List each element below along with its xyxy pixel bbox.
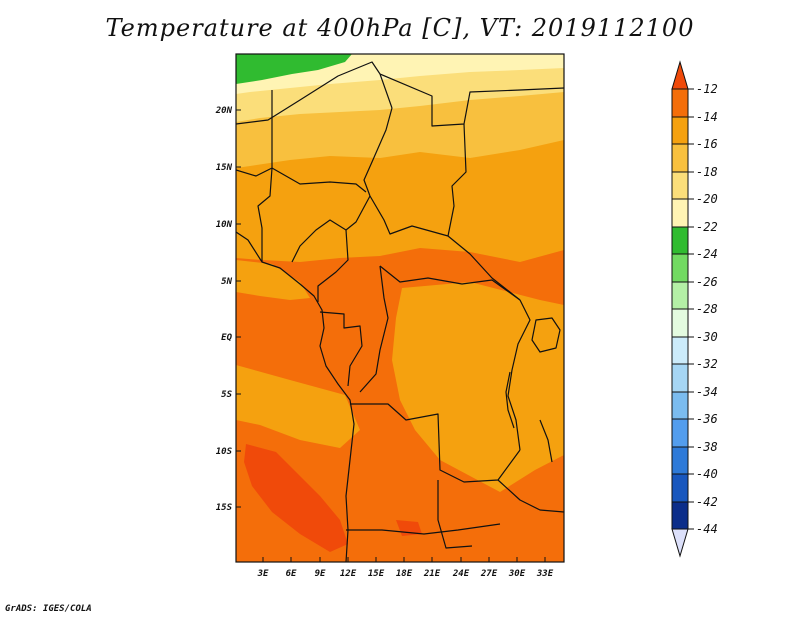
lat-label: 10N xyxy=(216,220,233,230)
country-boundaries xyxy=(236,61,564,562)
colorbar-top-arrow xyxy=(671,60,689,90)
colorbar-segment xyxy=(671,198,689,228)
lat-label: 5N xyxy=(221,277,232,287)
lon-label: 33E xyxy=(536,569,554,579)
colorbar-ticks xyxy=(688,88,694,530)
border-car-drc xyxy=(379,265,521,301)
lon-label: 21E xyxy=(423,569,441,579)
colorbar-label: -36 xyxy=(696,412,718,426)
colorbar-label: -32 xyxy=(696,357,718,371)
lat-label: 5S xyxy=(221,390,232,400)
colorbar-label: -14 xyxy=(696,110,718,124)
colorbar-segment xyxy=(671,308,689,338)
colorbar-segment xyxy=(671,336,689,365)
field-west-tongue xyxy=(236,365,360,448)
border-niger-nigeria xyxy=(271,167,367,193)
lon-label: 18E xyxy=(396,569,413,579)
colorbar: -12 -14 -16 -18 -20 -22 -24 -26 -28 -30 … xyxy=(671,60,718,558)
map-frame xyxy=(235,53,565,563)
colorbar-label: -28 xyxy=(696,302,718,316)
lon-label: 30E xyxy=(508,569,526,579)
colorbar-label: -30 xyxy=(696,330,718,344)
lake-malawi xyxy=(539,419,553,463)
colorbar-label: -22 xyxy=(696,220,718,234)
colorbar-segment xyxy=(671,171,689,200)
border-congo-gabon xyxy=(319,311,363,387)
colorbar-segment xyxy=(671,253,689,283)
field-southwest-warm xyxy=(244,444,348,552)
colorbar-segment xyxy=(671,226,689,255)
border-south xyxy=(346,523,501,535)
chart-title: Temperature at 400hPa [C], VT: 201911210… xyxy=(105,14,695,42)
border-drc-east xyxy=(507,299,531,451)
field-green-patch xyxy=(236,54,352,84)
colorbar-label: -16 xyxy=(696,137,718,151)
colorbar-segment xyxy=(671,446,689,475)
longitude-labels: 3E 6E 9E 12E 15E 18E 21E 24E 27E 30E 33E xyxy=(257,569,554,579)
lon-label: 24E xyxy=(452,569,470,579)
lat-label: 10S xyxy=(216,447,233,457)
colorbar-segment xyxy=(671,473,689,503)
colorbar-label: -18 xyxy=(696,165,718,179)
colorbar-bottom-arrow xyxy=(671,528,689,558)
border-chad-sudan xyxy=(447,123,467,237)
colorbar-segment xyxy=(671,116,689,145)
border-angola-zambia xyxy=(437,480,473,549)
lat-label: 15N xyxy=(216,163,233,173)
colorbar-label: -38 xyxy=(696,440,718,454)
colorbar-segment xyxy=(671,143,689,173)
colorbar-label: -42 xyxy=(696,495,718,509)
border-angola-drc xyxy=(350,403,521,483)
colorbar-segment xyxy=(671,88,689,118)
colorbar-label: -34 xyxy=(696,385,718,399)
temperature-field xyxy=(236,54,564,562)
border-mali-burkina xyxy=(236,90,273,177)
lon-label: 27E xyxy=(480,569,498,579)
colorbar-label: -40 xyxy=(696,467,718,481)
border-niger-chad xyxy=(363,107,393,197)
colorbar-segment xyxy=(671,501,689,530)
colorbar-label: -44 xyxy=(696,522,718,536)
lon-label: 12E xyxy=(340,569,357,579)
colorbar-segment xyxy=(671,418,689,448)
lat-label: 20N xyxy=(215,106,233,116)
latitude-labels: 20N 15N 10N 5N EQ 5S 10S 15S xyxy=(215,106,233,513)
border-zambia-east xyxy=(497,479,564,513)
colorbar-label: -12 xyxy=(696,82,718,96)
field-coastal-patch xyxy=(236,260,310,300)
lon-label: 3E xyxy=(257,569,269,579)
coastline-west xyxy=(236,231,355,562)
border-cameroon-car xyxy=(317,229,349,302)
lake-tanganyika xyxy=(505,371,515,429)
border-benin-togo xyxy=(257,167,273,262)
border-congo-drc xyxy=(359,265,389,393)
colorbar-label: -26 xyxy=(696,275,718,289)
lat-label: 15S xyxy=(216,503,233,513)
footer-credit: GrADS: IGES/COLA xyxy=(5,604,92,614)
lake-victoria xyxy=(531,317,561,353)
colorbar-segment xyxy=(671,281,689,310)
colorbar-label: -24 xyxy=(696,247,718,261)
border-nigeria-cameroon xyxy=(291,195,371,263)
colorbar-segment xyxy=(671,391,689,420)
lat-label: EQ xyxy=(221,333,232,343)
colorbar-segment xyxy=(671,363,689,393)
lon-label: 9E xyxy=(315,569,326,579)
field-central-basin xyxy=(392,282,564,492)
lon-label: 6E xyxy=(286,569,297,579)
lon-label: 15E xyxy=(368,569,385,579)
border-car-sudan xyxy=(369,195,521,301)
colorbar-label: -20 xyxy=(696,192,718,206)
